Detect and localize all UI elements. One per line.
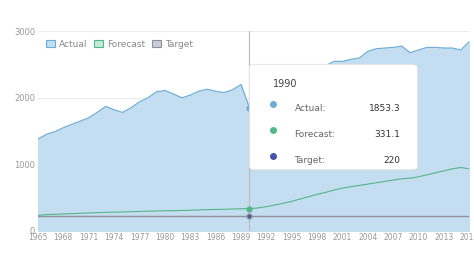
- Text: Target:: Target:: [294, 156, 326, 165]
- Text: 220: 220: [383, 156, 400, 165]
- Text: Forecast:: Forecast:: [294, 130, 336, 139]
- Legend: Actual, Forecast, Target: Actual, Forecast, Target: [43, 36, 197, 52]
- FancyBboxPatch shape: [249, 64, 418, 170]
- Text: Actual:: Actual:: [294, 104, 326, 113]
- Text: 1990: 1990: [273, 79, 298, 89]
- Text: 331.1: 331.1: [374, 130, 400, 139]
- Text: 1853.3: 1853.3: [369, 104, 400, 113]
